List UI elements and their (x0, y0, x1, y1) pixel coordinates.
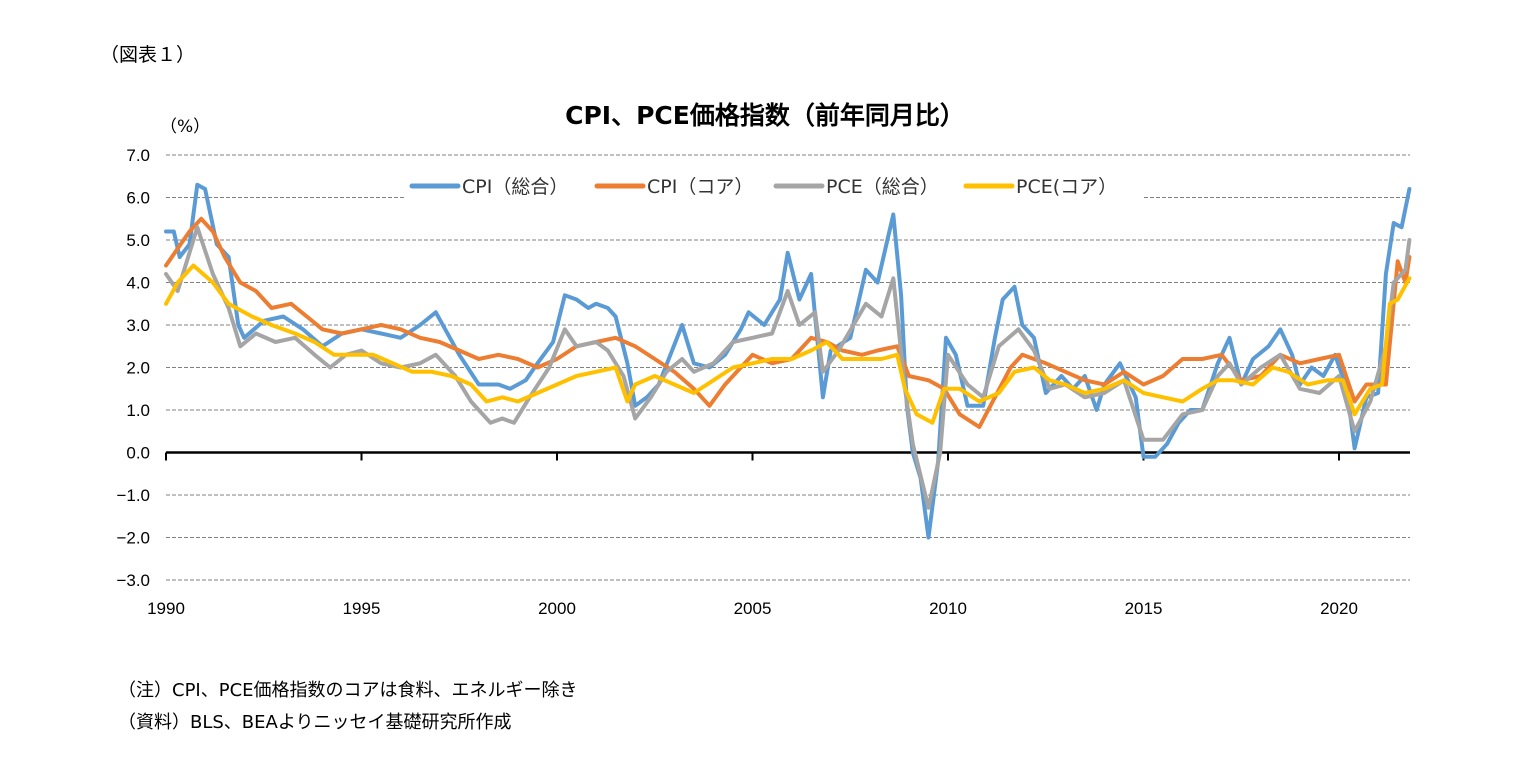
y-tick-label: 0.0 (126, 444, 150, 463)
y-tick-label: 3.0 (126, 316, 150, 335)
y-tick-label: 4.0 (126, 274, 150, 293)
x-tick-label: 2005 (734, 599, 772, 618)
y-tick-label: 2.0 (126, 359, 150, 378)
note-text: （注）CPI、PCE価格指数のコアは食料、エネルギー除き (118, 680, 578, 701)
legend-label: CPI（コア） (647, 176, 753, 198)
x-tick-label: 1990 (147, 599, 185, 618)
x-tick-label: 2000 (538, 599, 576, 618)
x-tick-label: 1995 (343, 599, 381, 618)
y-tick-label: 5.0 (126, 231, 150, 250)
chart-title: CPI、PCE価格指数（前年同月比） (565, 101, 965, 130)
legend-label: PCE(コア） (1016, 176, 1117, 198)
y-tick-label: −2.0 (116, 529, 150, 548)
figure-label: （図表１） (100, 44, 196, 66)
y-axis-unit: （%） (160, 117, 211, 137)
source-text: （資料）BLS、BEAよりニッセイ基礎研究所作成 (118, 712, 512, 733)
series-line-1 (164, 182, 1412, 540)
series-line-4 (164, 263, 1412, 425)
y-tick-label: 1.0 (126, 401, 150, 420)
y-tick-label: −3.0 (116, 571, 150, 590)
x-tick-label: 2020 (1320, 599, 1358, 618)
y-tick-label: 7.0 (126, 146, 150, 165)
x-tick-label: 2015 (1125, 599, 1163, 618)
series-line-3 (164, 225, 1412, 510)
legend-label: PCE（総合） (826, 176, 939, 198)
legend-label: CPI（総合） (462, 176, 568, 198)
y-tick-label: 6.0 (126, 189, 150, 208)
y-tick-label: −1.0 (116, 486, 150, 505)
x-tick-label: 2010 (929, 599, 967, 618)
series-line-2 (164, 216, 1412, 429)
